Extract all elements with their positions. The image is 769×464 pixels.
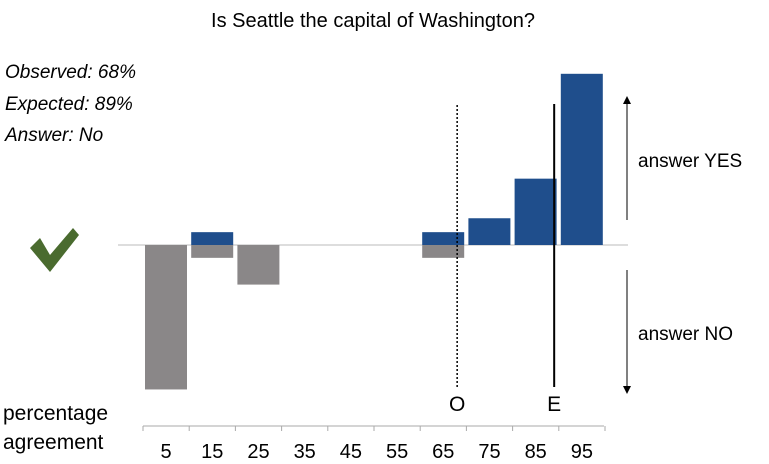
x-tick-label-5: 5 xyxy=(161,441,172,463)
chart-title: Is Seattle the capital of Washington? xyxy=(211,10,535,32)
annotation-observed: Observed: 68% xyxy=(5,62,136,83)
x-tick-label-95: 95 xyxy=(571,441,593,463)
x-tick-label-45: 45 xyxy=(340,441,362,463)
yes-arrow-head xyxy=(623,96,631,104)
bars xyxy=(145,73,603,390)
check-icon xyxy=(30,228,79,272)
bar-no-65 xyxy=(422,245,465,258)
x-tick-label-35: 35 xyxy=(294,441,316,463)
bar-no-5 xyxy=(145,245,187,390)
x-axis-label: percentage agreement xyxy=(3,402,114,454)
bar-yes-95 xyxy=(560,73,603,245)
x-tick-label-65: 65 xyxy=(432,441,454,463)
x-tick-label-55: 55 xyxy=(386,441,408,463)
legend-yes: answer YES xyxy=(638,151,742,172)
marker-label-E: E xyxy=(547,393,561,416)
bar-no-15 xyxy=(191,245,234,258)
bar-yes-85 xyxy=(514,178,557,245)
bar-yes-75 xyxy=(468,218,511,245)
bar-yes-15 xyxy=(191,232,234,245)
no-arrow-head xyxy=(623,386,631,394)
x-tick-labels: 5 15 25 35 45 55 65 75 85 95 xyxy=(161,441,593,463)
x-tick-label-25: 25 xyxy=(247,441,269,463)
bar-no-25 xyxy=(237,245,280,285)
x-tick-label-85: 85 xyxy=(525,441,547,463)
marker-label-O: O xyxy=(449,393,465,416)
x-ticks xyxy=(142,426,606,431)
x-tick-label-15: 15 xyxy=(201,441,223,463)
annotation-expected: Expected: 89% xyxy=(5,94,133,115)
legend-no: answer NO xyxy=(638,324,733,345)
x-tick-label-75: 75 xyxy=(478,441,500,463)
bar-yes-65 xyxy=(422,232,465,245)
annotation-answer: Answer: No xyxy=(5,125,104,146)
